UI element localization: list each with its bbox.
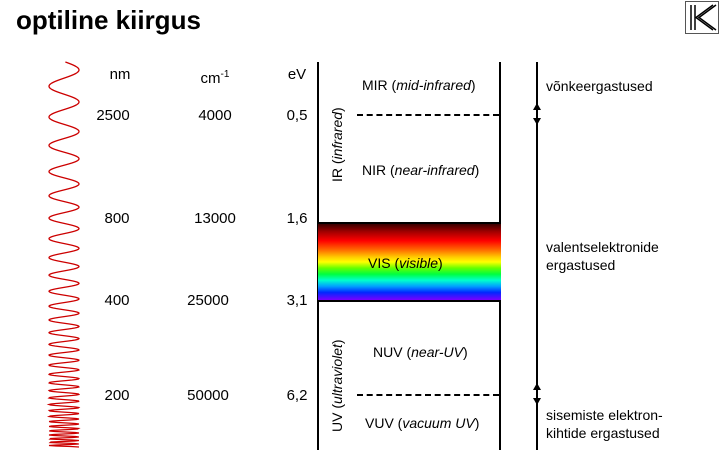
vibrational-excitations: võnkeergastused	[546, 78, 653, 94]
header-wavenumber-exp: -1	[220, 69, 230, 80]
sine-wave-icon	[46, 61, 81, 448]
header-wavenumber-base: cm	[200, 70, 221, 87]
ev-value: 3,1	[286, 292, 308, 309]
ev-value: 6,2	[286, 387, 308, 404]
ev-value: 0,5	[286, 107, 308, 124]
page-title: optiline kiirgus	[16, 5, 201, 35]
visible-spectrum-band	[318, 222, 501, 302]
first-slide-icon	[690, 4, 717, 31]
wavenumber-value: 13000	[194, 210, 236, 227]
nir-label: NIR (near-infrared)	[362, 162, 480, 178]
nm-value: 200	[104, 387, 130, 404]
arrow-marker-icon	[533, 383, 541, 405]
uv-label: UV (ultraviolet)	[329, 339, 345, 432]
vis-label: VIS (visible)	[368, 255, 443, 271]
arrow-marker-icon	[533, 103, 541, 125]
wavenumber-value: 4000	[198, 107, 232, 124]
wavenumber-value: 25000	[187, 292, 229, 309]
vuv-label: VUV (vacuum UV)	[365, 415, 480, 431]
ir-label: IR (infrared)	[329, 107, 345, 182]
nm-value: 2500	[96, 107, 130, 124]
mir-nir-divider	[357, 114, 499, 116]
ev-value: 1,6	[286, 210, 308, 227]
header-wavenumber: cm-1	[180, 66, 250, 88]
first-slide-button[interactable]	[685, 1, 719, 34]
valence-excitations: valentselektronide ergastused	[546, 239, 659, 273]
nuv-vuv-divider	[357, 394, 499, 396]
excitation-axis-line	[536, 62, 538, 450]
nuv-label: NUV (near-UV)	[373, 344, 468, 360]
wavenumber-value: 50000	[187, 387, 229, 404]
nm-value: 800	[104, 210, 130, 227]
nm-value: 400	[104, 292, 130, 309]
inner-shell-excitations: sisemiste elektron-kihtide ergastused	[546, 407, 663, 441]
header-nm: nm	[109, 66, 131, 83]
mir-label: MIR (mid-infrared)	[362, 77, 476, 93]
header-ev: eV	[287, 66, 307, 83]
